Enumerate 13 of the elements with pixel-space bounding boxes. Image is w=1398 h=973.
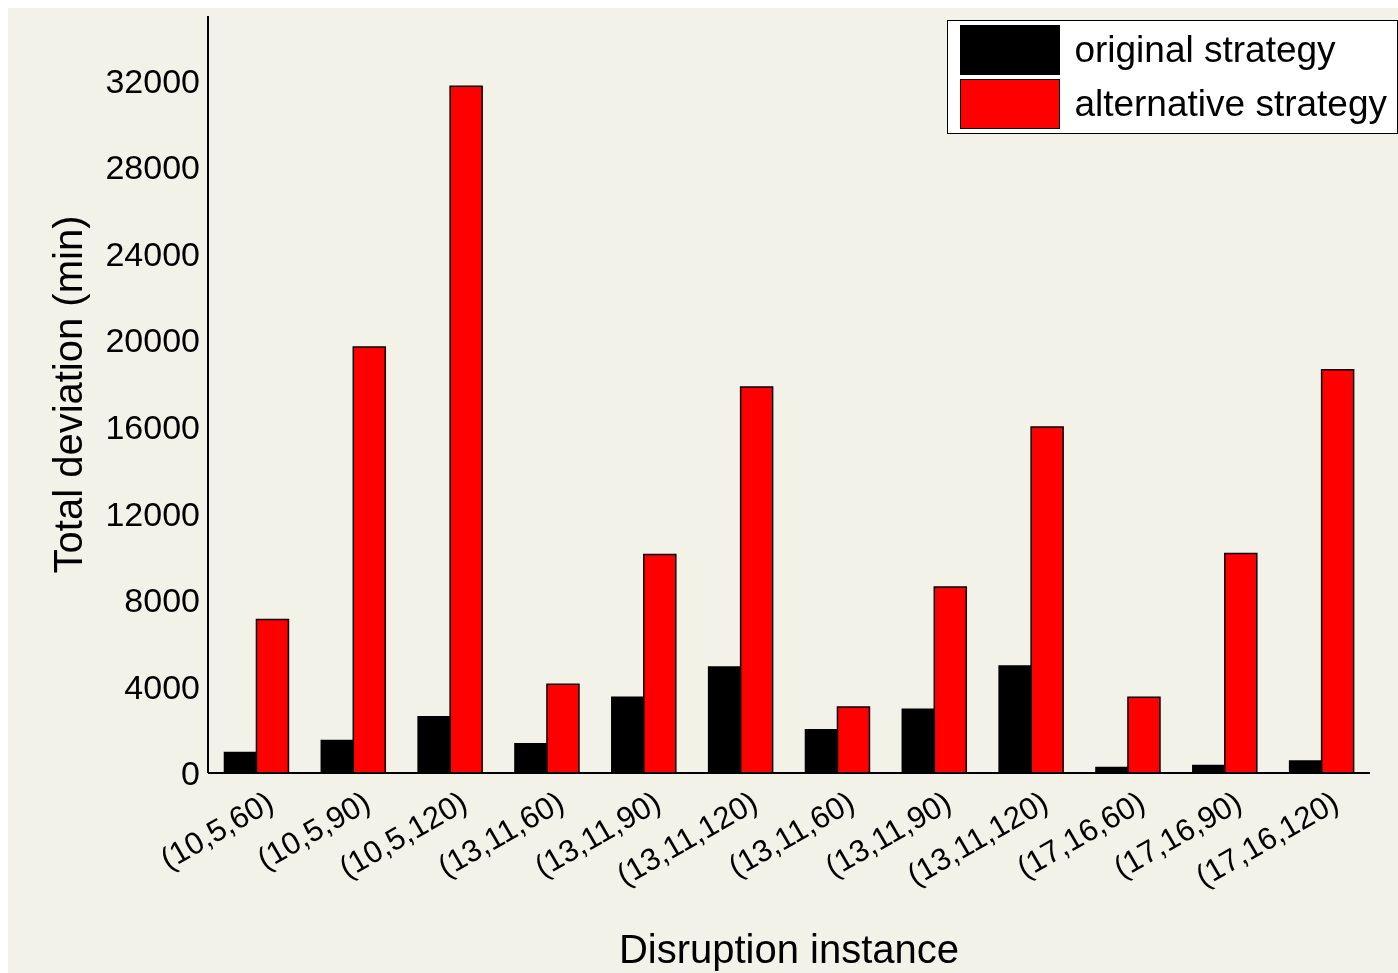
- y-tick-label: 28000: [105, 148, 200, 187]
- y-axis-title: Total deviation (min): [46, 215, 91, 574]
- legend-label: alternative strategy: [1074, 83, 1387, 125]
- legend-label: original strategy: [1074, 29, 1336, 71]
- x-axis-title: Disruption instance: [618, 927, 960, 971]
- y-tick-label: 4000: [124, 667, 200, 706]
- y-tick-label: 32000: [105, 61, 200, 100]
- y-tick-label: 16000: [105, 408, 200, 447]
- y-tick-label: 0: [181, 754, 200, 793]
- y-tick-label: 20000: [105, 321, 200, 360]
- y-tick-label: 24000: [105, 234, 200, 273]
- y-tick-label: 12000: [105, 494, 200, 533]
- y-tick-label: 8000: [124, 581, 200, 620]
